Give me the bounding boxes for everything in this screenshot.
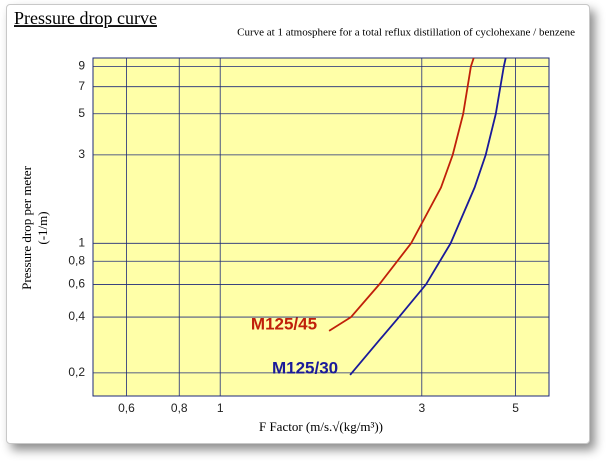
y-tick-label: 0,6 [68,277,85,291]
y-axis-label-group: Pressure drop per meter (-1/m) [19,165,50,289]
y-tick-label: 9 [78,59,85,73]
y-tick-label: 0,8 [68,253,85,267]
x-axis-label: F Factor (m/s.√(kg/m³)) [259,419,383,434]
chart-title: Pressure drop curve [14,8,157,28]
y-axis-label: Pressure drop per meter [19,165,34,289]
x-tick-label: 0,6 [118,401,135,415]
y-tick-label: 0,4 [68,309,85,323]
y-tick-label: 0,2 [68,365,85,379]
x-tick-label: 5 [512,401,519,415]
y-axis-unit: (-1/m) [35,211,50,244]
series-label: M125/45 [251,314,317,333]
x-tick-label: 0,8 [171,401,188,415]
series-line [349,57,507,376]
y-tick-label: 5 [78,106,85,120]
series-line [328,57,475,332]
chart-subtitle: Curve at 1 atmosphere for a total reflux… [237,27,575,39]
y-tick-label: 3 [78,147,85,161]
y-tick-label: 1 [78,235,85,249]
plot-area [92,57,550,397]
y-tick-label: 7 [78,79,85,93]
series-label: M125/30 [272,358,338,377]
x-tick-label: 1 [217,401,224,415]
x-tick-label: 3 [418,401,425,415]
